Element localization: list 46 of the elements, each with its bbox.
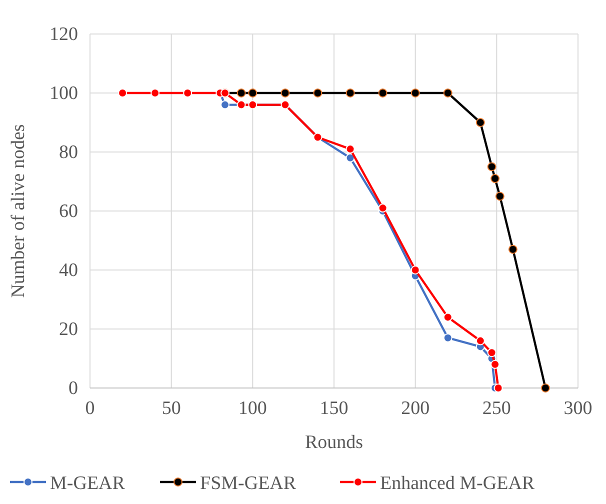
legend-label: Enhanced M-GEAR [380, 473, 535, 494]
x-tick-label: 0 [85, 398, 95, 419]
point [150, 88, 160, 98]
y-tick-label: 20 [59, 319, 78, 340]
point [443, 88, 452, 98]
point [487, 162, 496, 172]
point [280, 88, 290, 98]
point [476, 336, 485, 346]
y-tick-label: 100 [50, 83, 78, 104]
point [476, 118, 485, 127]
point [410, 266, 420, 274]
point [346, 88, 355, 98]
point [313, 88, 322, 98]
x-tick-label: 150 [320, 398, 348, 419]
y-tick-label: 0 [68, 378, 78, 399]
point [487, 348, 496, 358]
x-tick-label: 300 [564, 398, 592, 419]
point [378, 88, 388, 98]
legend-label: FSM-GEAR [200, 473, 296, 494]
point [443, 333, 452, 342]
point [236, 88, 246, 98]
point [378, 204, 388, 213]
point [220, 100, 230, 110]
y-tick-label: 40 [59, 260, 78, 281]
point [508, 244, 518, 254]
legend-label: M-GEAR [50, 473, 126, 494]
point [540, 384, 550, 392]
point [346, 153, 355, 162]
point [248, 88, 258, 98]
point [495, 192, 504, 201]
point [490, 174, 500, 184]
y-tick-label: 120 [50, 24, 78, 45]
x-tick-label: 250 [482, 398, 511, 419]
point [183, 88, 192, 98]
x-tick-label: 50 [162, 398, 181, 419]
point [410, 88, 420, 98]
point [494, 384, 503, 392]
point [443, 312, 452, 322]
point [346, 144, 355, 154]
x-tick-label: 200 [401, 398, 430, 419]
point [118, 88, 128, 98]
y-axis-title: Number of alive nodes [8, 124, 29, 298]
x-axis-title: Rounds [304, 432, 364, 453]
y-tick-label: 80 [59, 142, 78, 163]
y-tick-label: 60 [59, 201, 78, 222]
x-tick-label: 100 [238, 398, 267, 419]
